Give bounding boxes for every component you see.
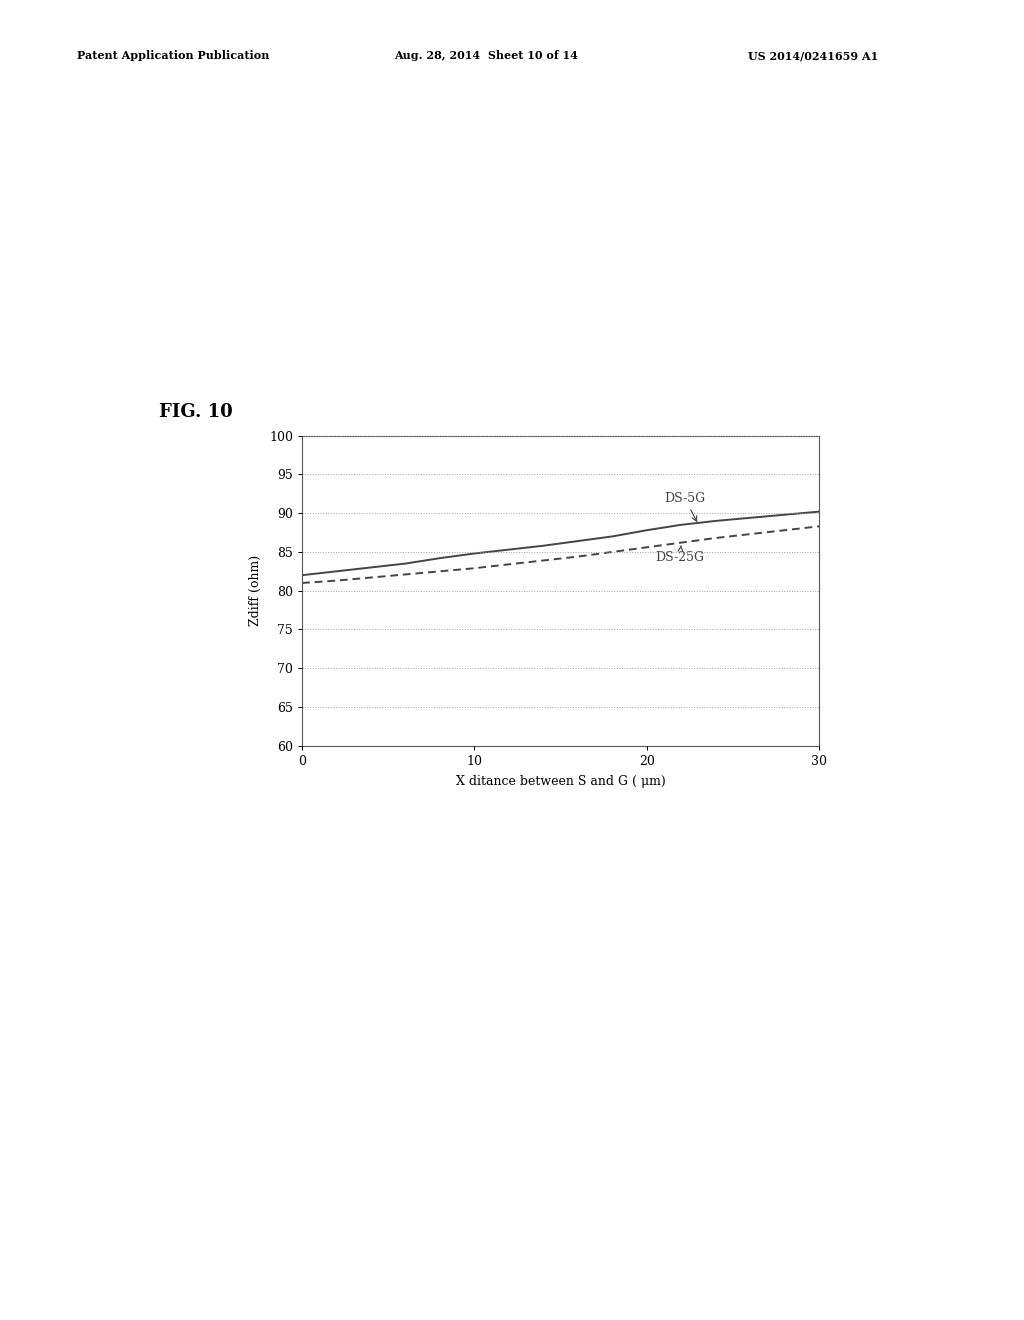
Text: Aug. 28, 2014  Sheet 10 of 14: Aug. 28, 2014 Sheet 10 of 14	[394, 50, 579, 61]
Y-axis label: Zdiff (ohm): Zdiff (ohm)	[249, 556, 262, 626]
Text: DS-5G: DS-5G	[665, 491, 706, 521]
Text: FIG. 10: FIG. 10	[159, 403, 232, 421]
Text: US 2014/0241659 A1: US 2014/0241659 A1	[748, 50, 878, 61]
Text: Patent Application Publication: Patent Application Publication	[77, 50, 269, 61]
X-axis label: X ditance between S and G ( μm): X ditance between S and G ( μm)	[456, 775, 666, 788]
Text: DS-25G: DS-25G	[655, 545, 705, 564]
